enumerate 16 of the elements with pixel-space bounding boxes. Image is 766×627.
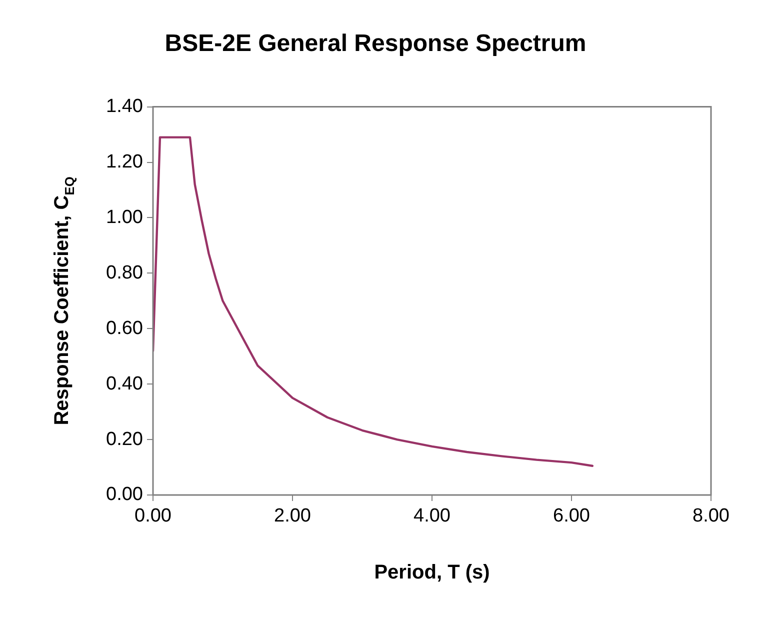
y-tick-label: 1.40 [106,96,143,118]
y-tick-label: 0.80 [106,262,143,284]
y-tick-label: 0.00 [106,484,143,506]
y-axis-title: Response Coefficient, CEQ [51,176,77,426]
chart-title: BSE-2E General Response Spectrum [164,30,586,58]
y-tick-label: 1.00 [106,206,143,228]
x-tick-label: 0.00 [134,506,172,527]
x-axis-title: Period, T (s) [374,562,490,584]
x-tick-label: 6.00 [553,506,590,527]
y-tick-label: 0.20 [106,428,143,450]
y-tick-label: 0.60 [106,318,143,339]
x-tick-label: 8.00 [692,506,730,527]
x-tick-label: 2.00 [274,506,311,527]
y-tick-label: 1.20 [106,151,143,172]
x-tick-label: 4.00 [414,506,450,527]
y-tick-label: 0.40 [106,373,143,394]
